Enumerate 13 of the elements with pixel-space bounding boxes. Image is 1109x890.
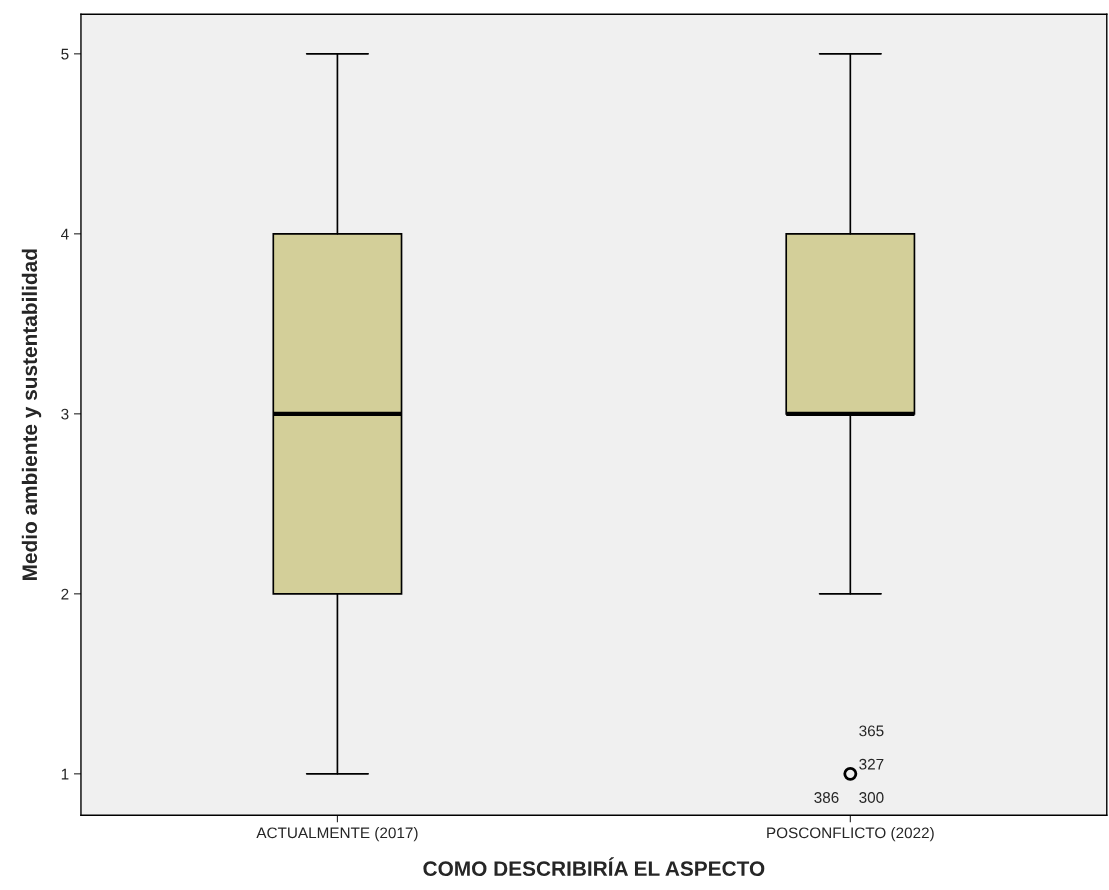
y-tick-label: 2	[61, 588, 69, 600]
annotation: 300	[859, 792, 884, 803]
y-tick-label: 3	[61, 408, 69, 420]
x-tick-label: ACTUALMENTE (2017)	[256, 827, 418, 842]
y-tick-label: 4	[61, 228, 69, 240]
annotation: 386	[814, 792, 839, 803]
y-tick-label: 5	[61, 48, 69, 60]
annotation: 327	[859, 758, 884, 770]
x-tick-label: POSCONFLICTO (2022)	[767, 827, 934, 842]
y-tick-label: 1	[61, 768, 69, 780]
x-axis-title: COMO DESCRIBIRÍA EL ASPECTO	[423, 857, 765, 877]
annotation: 365	[859, 725, 884, 737]
y-axis-title: Medio ambiente y sustentabilidad	[21, 249, 42, 581]
